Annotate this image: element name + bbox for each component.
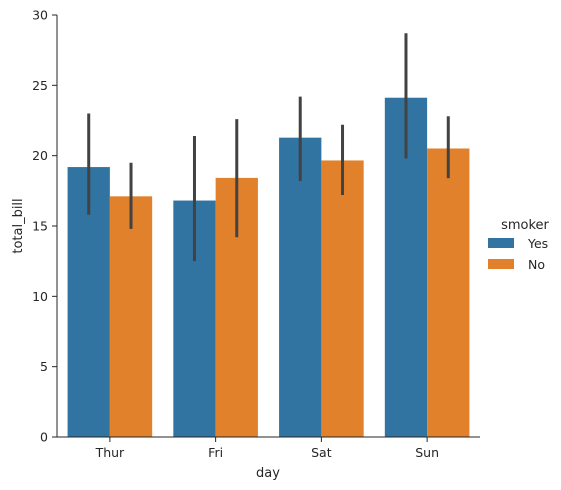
- legend-title: smoker: [501, 218, 549, 233]
- legend-swatch-yes: [488, 238, 514, 248]
- x-ticks: Thur Fri Sat Sun: [95, 437, 439, 460]
- legend-label-yes: Yes: [527, 236, 548, 251]
- legend-label-no: No: [528, 257, 545, 272]
- bars-layer: [67, 97, 470, 438]
- bar-no-sat: [321, 160, 364, 437]
- bar-no-sun: [427, 148, 470, 437]
- error-bars-layer: [87, 33, 450, 262]
- y-tick-label: 0: [40, 430, 48, 445]
- y-tick-label: 5: [40, 359, 48, 374]
- x-tick-label: Sat: [311, 445, 332, 460]
- x-tick-label: Sun: [415, 445, 439, 460]
- x-tick-label: Thur: [95, 445, 125, 460]
- y-tick-label: 10: [32, 289, 48, 304]
- y-tick-label: 20: [32, 148, 48, 163]
- bar-yes-sat: [279, 137, 322, 438]
- y-ticks: 0 5 10 15 20 25 30: [32, 8, 57, 445]
- x-axis-label: day: [256, 466, 280, 481]
- y-tick-label: 25: [32, 78, 48, 93]
- bar-no-thur: [109, 196, 153, 437]
- x-tick-label: Fri: [208, 445, 223, 460]
- legend-swatch-no: [488, 259, 514, 269]
- y-tick-label: 30: [32, 8, 48, 23]
- legend: smoker Yes No: [488, 218, 550, 272]
- y-tick-label: 15: [32, 219, 48, 234]
- y-axis-label: total_bill: [11, 198, 26, 253]
